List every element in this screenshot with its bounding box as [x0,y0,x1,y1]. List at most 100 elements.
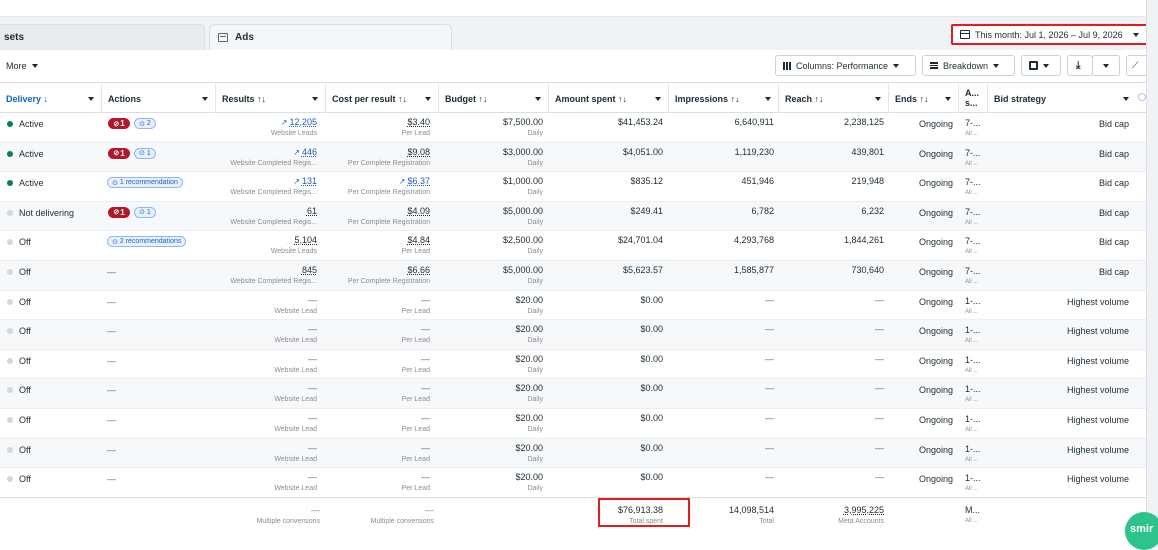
header-results[interactable]: Results ↑↓ [216,84,326,113]
cost-per-result-value[interactable]: $6.66 [326,265,430,275]
header-attribution[interactable]: A... s... [959,84,988,113]
table-row[interactable]: Off — — Website Lead — Per Lead $20.00 Daily $0.… [0,379,1146,409]
status-dot-icon [7,209,13,216]
chart-button[interactable]: ⟋ [1126,55,1148,76]
table-row[interactable]: Off — — Website Lead — Per Lead $20.00 Daily $0.… [0,438,1146,469]
budget-value[interactable]: $2,500.00 [502,235,543,246]
budget-value[interactable]: $20.00 [515,383,543,394]
budget-value[interactable]: $20.00 [515,294,543,305]
budget-value[interactable]: $3,000.00 [502,146,543,157]
impressions-value: 6,782 [751,205,774,216]
reach-value: — [875,294,884,305]
table-row[interactable]: Active ⊙ 1 recommendation ↗ 131 Website Compl… [0,172,1146,202]
budget-value[interactable]: $20.00 [515,324,543,335]
cost-per-result-value[interactable]: $4.09 [326,206,430,216]
results-value[interactable]: ↗ 131 [216,176,317,186]
results-value[interactable]: 845 [216,265,317,275]
add-column-icon[interactable] [1138,93,1146,101]
budget-value[interactable]: $5,000.00 [502,265,543,275]
ends-value: Ongoing [919,355,954,366]
recommendations-badge[interactable]: ⊙ 2 recommendations [107,236,187,248]
ends-value: Ongoing [919,474,954,485]
summary-reach[interactable]: 3,995,225 [843,505,884,515]
cost-per-result-value[interactable]: $3.40 [326,117,430,127]
impressions-value: — [765,472,774,483]
cost-per-result-value[interactable]: ↗ $6.37 [326,176,430,186]
breakdown-label: Breakdown [943,60,989,71]
results-type: Website Lead [274,337,317,345]
budget-value[interactable]: $5,000.00 [502,205,543,216]
table-row[interactable]: Off — — Website Lead — Per Lead $20.00 Daily $0.… [0,468,1146,498]
reach-value: — [875,472,884,483]
issues-badge[interactable]: 1 [108,147,130,159]
columns-button[interactable]: Columns: Performance [775,55,916,76]
cost-per-result-value: — [326,383,430,393]
impressions-value: 4,293,768 [733,235,774,246]
header-impressions[interactable]: Impressions ↑↓ [669,84,779,113]
budget-value[interactable]: $20.00 [515,413,543,423]
export-menu-button[interactable] [1092,55,1120,76]
date-range-picker[interactable]: This month: Jul 1, 2026 – Jul 9, 2026 [951,24,1148,45]
more-button[interactable]: More [6,61,38,71]
table-row[interactable]: Off — — Website Lead — Per Lead $20.00 Daily $0.… [0,350,1146,380]
table-row[interactable]: Off — 845 Website Completed Regis... $6.66 Pe… [0,261,1146,291]
budget-value[interactable]: $7,500.00 [502,117,543,127]
header-actions[interactable]: Actions [102,84,216,113]
recommendations-badge[interactable]: ⊙ 1 [134,147,156,159]
table-row[interactable]: Off — — Website Lead — Per Lead $20.00 Daily $0.… [0,409,1146,439]
recommendations-badge[interactable]: ⊙ 1 [134,206,156,218]
chat-badge[interactable]: smir [1125,512,1158,550]
cost-per-result-type: Per Lead [401,455,430,463]
table-row[interactable]: Off — — Website Lead — Per Lead $20.00 Daily $0.… [0,320,1146,350]
issues-badge[interactable]: 1 [108,206,130,218]
attribution-sub: All ... [965,456,979,463]
cost-per-result-value[interactable]: $9.08 [326,147,430,157]
scrollbar[interactable] [1146,0,1158,539]
delivery-status: Off [19,326,31,337]
budget-value[interactable]: $20.00 [515,442,543,453]
table-row[interactable]: Off — — Website Lead — Per Lead $20.00 Daily $0.… [0,291,1146,321]
reports-button[interactable] [1021,55,1061,76]
header-delivery[interactable]: Delivery ↓ [0,84,102,113]
results-type: Website Leads [270,130,317,137]
results-value[interactable]: ↗ 446 [216,147,317,157]
export-button[interactable]: ⤓ [1067,55,1093,76]
chevron-down-icon [1123,97,1129,101]
header-bid-strategy[interactable]: Bid strategy [988,84,1136,113]
results-number: 12,205 [289,117,317,127]
header-amount-spent[interactable]: Amount spent ↑↓ [549,84,669,113]
budget-value[interactable]: $1,000.00 [502,176,543,187]
results-value[interactable]: 61 [216,206,317,216]
tab-ads[interactable]: Ads [209,24,452,50]
recommendations-count: 1 [146,208,151,216]
tab-ad-sets[interactable]: sets [0,24,205,50]
budget-value[interactable]: $20.00 [515,353,543,364]
header-ends[interactable]: Ends ↑↓ [889,84,959,113]
delivery-status: Off [19,385,31,396]
breakdown-button[interactable]: Breakdown [922,55,1015,76]
cost-per-result-value[interactable]: $4.84 [326,235,430,245]
impressions-value: — [765,324,774,335]
header-reach[interactable]: Reach ↑↓ [779,84,889,113]
cost-per-result-type: Per Complete Registration [347,159,430,167]
results-value[interactable]: 5,104 [216,235,317,245]
bid-strategy-value: Bid cap [1098,267,1129,277]
table-row[interactable]: Active 1 ⊙2 ↗12,205 Website Leads $3.40 Per Le… [0,113,1146,143]
issues-badge[interactable]: 1 [108,118,130,129]
table-row[interactable]: Off ⊙ 2 recommendations 5,104 Website Leads $… [0,231,1146,261]
recommendations-badge[interactable]: ⊙ 1 recommendation [107,177,183,189]
budget-type: Daily [527,130,543,137]
impressions-value: 6,640,911 [734,117,774,127]
budget-value[interactable]: $20.00 [515,472,543,483]
status-dot-icon [7,357,13,364]
results-value[interactable]: ↗ 12,205 [216,117,317,127]
calendar-icon [960,30,970,39]
reach-value: 219,948 [851,176,884,187]
header-cost-per-result[interactable]: Cost per result ↑↓ [326,84,439,113]
recommendations-badge[interactable]: ⊙ 2 [134,118,156,129]
results-type: Website Completed Regis... [230,278,317,285]
header-budget[interactable]: Budget ↑↓ [439,84,549,113]
results-number: — [308,413,317,423]
